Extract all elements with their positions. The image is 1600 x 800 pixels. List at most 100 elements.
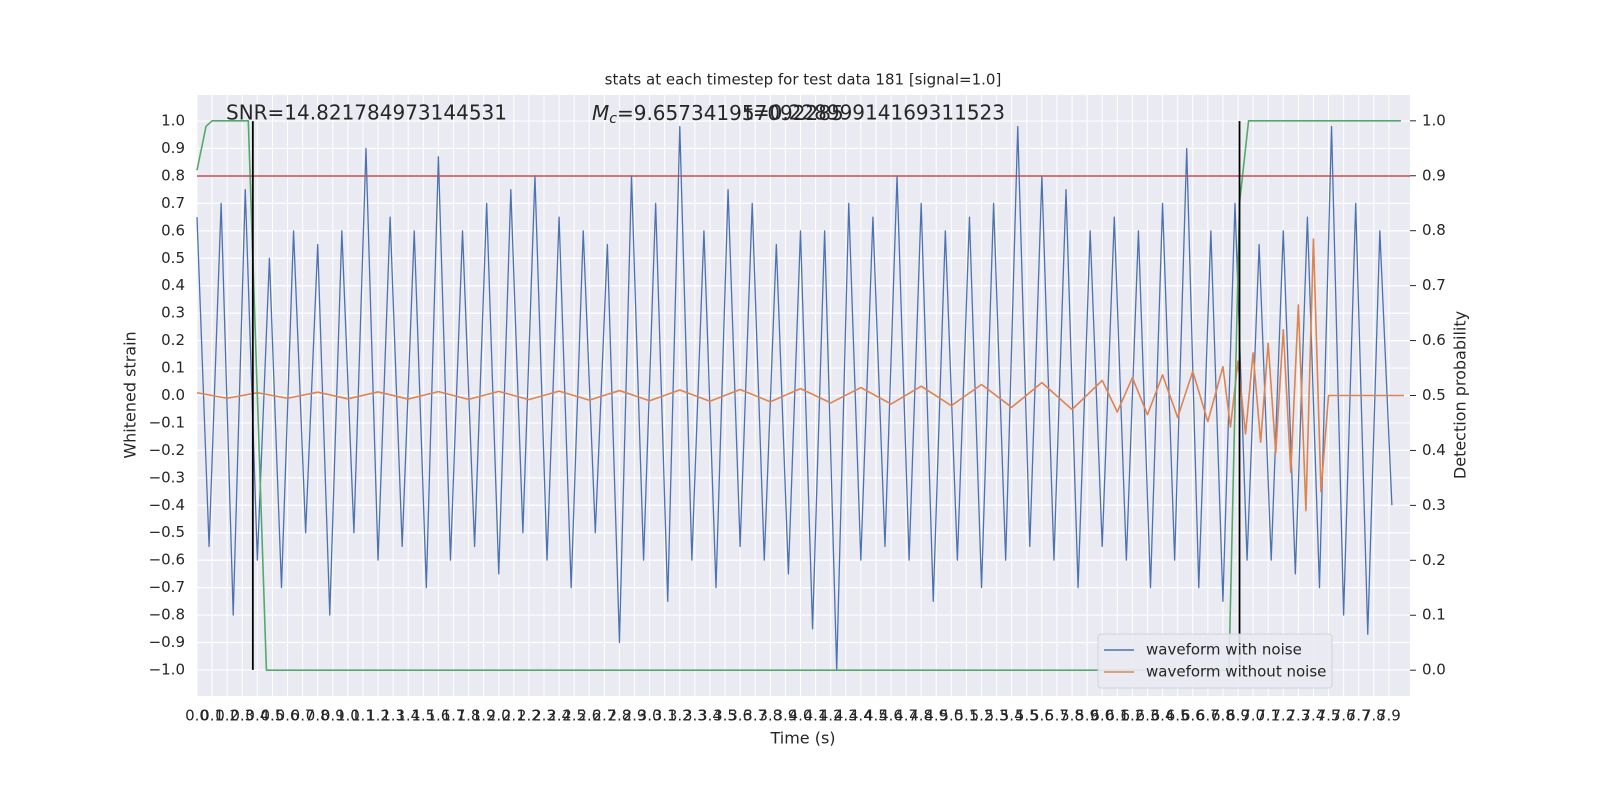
y2-tick-label: 0.8	[1422, 221, 1446, 239]
x-tick-label: 7.6	[1332, 707, 1356, 725]
y-tick-label: −1.0	[149, 660, 185, 678]
x-tick-label: 5.5	[1015, 707, 1039, 725]
y-tick-label: −0.8	[149, 606, 185, 624]
y-tick-label: −0.9	[149, 633, 185, 651]
x-tick-label: 5.8	[1060, 707, 1084, 725]
legend-box	[1097, 633, 1333, 689]
x-tick-label: 2.7	[592, 707, 616, 725]
x-tick-label: 3.1	[653, 707, 677, 725]
annotation: Mc=9.657341957092285	[592, 101, 844, 128]
x-tick-label: 1.8	[457, 707, 481, 725]
x-tick-label: 2.4	[547, 707, 571, 725]
x-tick-label: 6.5	[1166, 707, 1190, 725]
x-tick-label: 3.0	[638, 707, 662, 725]
x-tick-label: 7.1	[1256, 707, 1280, 725]
x-tick-label: 4.8	[909, 707, 933, 725]
y-tick-label: 0.3	[161, 304, 185, 322]
y-tick-label: 1.0	[161, 112, 185, 130]
x-tick-label: 1.3	[381, 707, 405, 725]
x-tick-label: 6.8	[1211, 707, 1235, 725]
y2-tick-label: 0.2	[1422, 551, 1446, 569]
y-tick-label: 0.4	[161, 276, 185, 294]
x-tick-label: 5.1	[955, 707, 979, 725]
x-tick-label: 6.4	[1151, 707, 1175, 725]
x-tick-label: 7.8	[1362, 707, 1386, 725]
x-tick-label: 0.4	[245, 707, 269, 725]
y-tick-label: −0.6	[149, 551, 185, 569]
x-tick-label: 0.7	[291, 707, 315, 725]
y-tick-label: −0.5	[149, 523, 185, 541]
x-tick-label: 7.0	[1241, 707, 1265, 725]
y-tick-label: −0.1	[149, 413, 185, 431]
legend-label: waveform with noise	[1146, 641, 1302, 659]
x-tick-label: 3.7	[743, 707, 767, 725]
series-line	[196, 238, 1404, 512]
annotation-symbol: M	[592, 101, 609, 125]
y2-axis-label: Detection probability	[1451, 311, 1470, 479]
x-tick-label: 7.9	[1377, 707, 1401, 725]
x-tick-label: 7.5	[1317, 707, 1341, 725]
y2-tick-label: 0.5	[1422, 386, 1446, 404]
x-tick-label: 6.2	[1120, 707, 1144, 725]
y2-tick-label: 0.0	[1422, 661, 1446, 679]
y-tick-label: 0.0	[161, 386, 185, 404]
y-tick-label: 0.8	[161, 166, 185, 184]
x-tick-label: 5.4	[1000, 707, 1024, 725]
x-tick-label: 4.5	[864, 707, 888, 725]
x-tick-label: 0.2	[215, 707, 239, 725]
x-tick-label: 4.6	[879, 707, 903, 725]
series-line	[196, 125, 1393, 671]
x-tick-label: 1.6	[426, 707, 450, 725]
x-tick-label: 0.9	[321, 707, 345, 725]
x-tick-label: 2.6	[577, 707, 601, 725]
x-tick-label: 6.1	[1105, 707, 1129, 725]
y-tick-label: 0.5	[161, 249, 185, 267]
x-tick-label: 5.9	[1075, 707, 1099, 725]
x-tick-label: 4.7	[894, 707, 918, 725]
y-tick-label: 0.9	[161, 139, 185, 157]
x-tick-label: 0.5	[261, 707, 285, 725]
x-tick-label: 6.3	[1136, 707, 1160, 725]
marks	[196, 120, 1410, 671]
x-tick-label: 3.4	[698, 707, 722, 725]
y2-tick-label: 0.4	[1422, 441, 1446, 459]
x-tick-label: 7.4	[1302, 707, 1326, 725]
y-axis-label: Whitened strain	[121, 331, 140, 458]
x-tick-label: 1.5	[411, 707, 435, 725]
x-tick-label: 3.6	[728, 707, 752, 725]
x-tick-label: 0.1	[200, 707, 224, 725]
x-tick-label: 2.8	[608, 707, 632, 725]
x-tick-label: 4.4	[849, 707, 873, 725]
x-tick-label: 2.0	[487, 707, 511, 725]
x-tick-label: 1.7	[442, 707, 466, 725]
annotation: SNR=14.821784973144531	[226, 101, 507, 125]
series-line	[196, 120, 1401, 671]
x-tick-label: 2.5	[562, 707, 586, 725]
x-tick-label: 1.4	[396, 707, 420, 725]
y-tick-label: 0.6	[161, 221, 185, 239]
y-tick-label: −0.7	[149, 578, 185, 596]
x-tick-label: 1.1	[351, 707, 375, 725]
x-tick-label: 3.9	[773, 707, 797, 725]
legend-label: waveform without noise	[1146, 663, 1326, 681]
x-tick-label: 6.9	[1226, 707, 1250, 725]
x-tick-label: 6.0	[1090, 707, 1114, 725]
x-tick-label: 4.2	[819, 707, 843, 725]
x-tick-label: 2.9	[623, 707, 647, 725]
y2-tick-label: 1.0	[1422, 111, 1446, 129]
chart-title: stats at each timestep for test data 181…	[605, 71, 1002, 89]
y2-tick-label: 0.3	[1422, 496, 1446, 514]
y-tick-label: 0.2	[161, 331, 185, 349]
y-tick-label: 0.7	[161, 194, 185, 212]
annotation: t=0.22899914169311523	[745, 101, 1005, 125]
x-tick-label: 1.9	[472, 707, 496, 725]
y2-tick-label: 0.9	[1422, 166, 1446, 184]
x-tick-label: 0.3	[230, 707, 254, 725]
x-tick-label: 3.5	[713, 707, 737, 725]
x-tick-label: 0.8	[306, 707, 330, 725]
x-tick-label: 1.2	[366, 707, 390, 725]
x-tick-label: 7.7	[1347, 707, 1371, 725]
x-tick-label: 2.2	[517, 707, 541, 725]
annotation-subscript: c	[609, 111, 617, 127]
